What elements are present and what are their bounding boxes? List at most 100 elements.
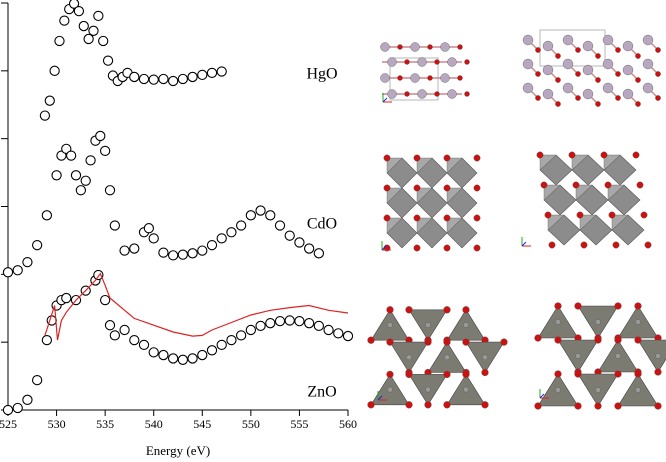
data-point: [197, 245, 208, 256]
atom: [622, 64, 634, 76]
atom: [443, 401, 451, 409]
data-point: [167, 353, 179, 364]
atom: [540, 181, 548, 189]
atom: [500, 338, 508, 346]
data-point: [93, 10, 104, 22]
data-point: [265, 318, 276, 329]
atom: [634, 302, 642, 310]
data-point: [61, 143, 72, 154]
octahedron-face: [386, 157, 403, 174]
atom: [635, 387, 641, 393]
atom: [555, 53, 561, 59]
data-point: [226, 227, 237, 238]
data-point: [158, 349, 169, 361]
atom: [367, 336, 375, 344]
data-point: [216, 339, 227, 351]
atom: [634, 336, 642, 344]
data-point: [177, 249, 189, 260]
structures: [367, 29, 666, 410]
data-point: [274, 315, 286, 327]
atom: [440, 42, 450, 52]
atom: [632, 151, 640, 159]
atom: [405, 306, 413, 314]
atom: [380, 73, 390, 83]
atom: [397, 75, 403, 81]
atom: [464, 59, 470, 65]
tetrahedron: [637, 339, 666, 373]
data-point: [12, 402, 23, 414]
atom: [575, 353, 581, 359]
atom: [622, 40, 634, 52]
atom: [582, 40, 594, 52]
data-point: [235, 330, 247, 341]
octahedron-face: [579, 214, 597, 231]
atom: [440, 73, 450, 83]
atom: [444, 354, 450, 361]
atom: [536, 151, 544, 159]
atom: [600, 151, 608, 159]
atom: [655, 353, 661, 359]
data-point: [167, 250, 179, 261]
atom: [424, 401, 432, 409]
atom: [462, 306, 470, 314]
atom: [427, 44, 433, 50]
data-point: [54, 35, 65, 47]
data-point: [31, 240, 43, 251]
atom: [404, 91, 410, 97]
atom: [635, 319, 641, 325]
atom: [406, 354, 412, 361]
atom: [535, 95, 541, 101]
atom: [595, 53, 601, 59]
data-point: [83, 33, 94, 45]
atom: [473, 184, 481, 192]
series-label: HgO: [306, 66, 337, 83]
atom: [443, 306, 451, 314]
atom: [635, 101, 641, 107]
atom: [642, 58, 654, 70]
atom: [462, 338, 470, 346]
data-point: [177, 354, 189, 365]
data-point: [65, 150, 77, 161]
atom: [367, 401, 375, 409]
atom: [404, 59, 410, 65]
data-point: [206, 345, 218, 356]
data-point: [2, 267, 14, 278]
data-point: [206, 240, 218, 251]
data-point: [98, 35, 109, 47]
atom: [481, 368, 489, 377]
atom: [595, 319, 601, 325]
octahedron-face: [575, 184, 593, 201]
atom: [602, 58, 614, 70]
atom: [425, 386, 431, 393]
atom: [425, 322, 431, 328]
atom: [417, 57, 427, 67]
octahedron-face: [416, 217, 433, 234]
data-point: [313, 248, 325, 259]
atom: [443, 244, 451, 252]
data-point: [284, 315, 295, 326]
octahedron-face: [446, 157, 463, 174]
atom: [383, 184, 391, 192]
atom: [387, 57, 397, 67]
atom: [522, 82, 534, 94]
atom: [642, 82, 654, 94]
atom: [580, 241, 588, 249]
atom: [642, 34, 654, 46]
atom: [473, 154, 481, 162]
atom: [534, 402, 542, 410]
atom: [410, 73, 420, 83]
data-point: [129, 334, 140, 346]
atom: [383, 214, 391, 222]
atom: [535, 47, 541, 53]
data-point: [49, 65, 60, 76]
atom: [443, 154, 451, 162]
octahedron-face: [386, 217, 403, 234]
atom: [635, 53, 641, 59]
data-point: [255, 320, 266, 332]
axis-glyph: [381, 245, 387, 251]
atom: [574, 302, 582, 310]
data-point: [78, 20, 89, 32]
atom: [554, 370, 562, 378]
data-point: [265, 210, 276, 221]
